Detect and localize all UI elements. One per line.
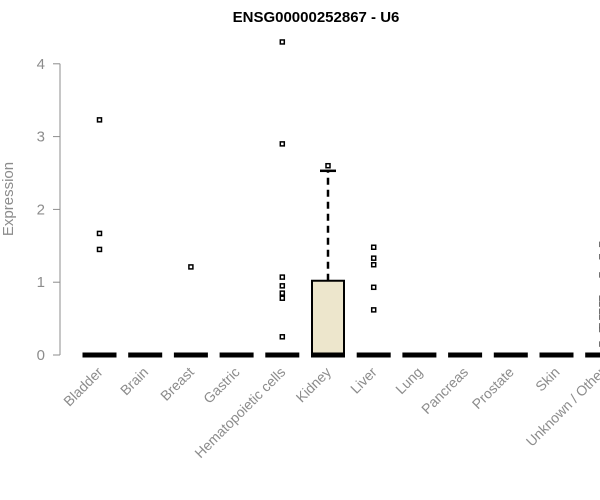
outlier-point — [370, 261, 377, 268]
x-tick-label: Prostate — [469, 364, 517, 412]
outlier-point — [96, 117, 103, 123]
chart-title: ENSG00000252867 - U6 — [233, 9, 400, 26]
x-tick-label: Bladder — [60, 364, 106, 410]
x-tick-label: Skin — [532, 364, 563, 395]
box-group — [173, 264, 208, 358]
x-tick-label: Gastric — [200, 364, 243, 407]
x-tick-label: Hematopoietic cells — [191, 364, 288, 461]
outlier-point — [279, 295, 286, 301]
outlier-point — [279, 283, 286, 289]
outlier-point — [370, 284, 377, 291]
boxes-group — [82, 39, 600, 358]
y-axis-ticks: 0 1 2 3 4 — [37, 56, 60, 364]
x-tick-label: Lung — [392, 364, 425, 397]
y-tick-label: 4 — [37, 56, 45, 73]
x-tick-label: Unknown / Other — [523, 364, 600, 450]
outlier-point — [370, 255, 377, 261]
box-group — [82, 117, 117, 358]
outlier-point — [279, 141, 286, 147]
outlier-point — [370, 307, 377, 313]
x-tick-label: Liver — [347, 364, 380, 397]
outlier-point — [188, 264, 194, 270]
y-tick-label: 3 — [37, 129, 45, 146]
y-axis-label: Expression — [0, 162, 17, 236]
box-group — [311, 162, 345, 358]
outlier-point — [370, 244, 377, 251]
y-tick-label: 0 — [37, 347, 45, 364]
outlier-point — [279, 334, 286, 340]
box-group — [356, 244, 391, 358]
outlier-point — [279, 274, 286, 280]
y-tick-label: 2 — [37, 201, 45, 218]
x-tick-label: Pancreas — [418, 364, 471, 417]
outlier-point — [279, 290, 286, 296]
outlier-point — [325, 162, 331, 169]
box-group — [585, 241, 600, 358]
box — [311, 279, 345, 356]
outlier-point — [96, 230, 103, 237]
x-tick-label: Kidney — [293, 364, 335, 406]
box-group — [265, 39, 300, 358]
x-tick-label: Brain — [117, 364, 151, 398]
outlier-point — [96, 246, 103, 253]
x-tick-label: Breast — [157, 364, 197, 404]
outlier-point — [279, 39, 286, 45]
y-tick-label: 1 — [37, 274, 45, 291]
